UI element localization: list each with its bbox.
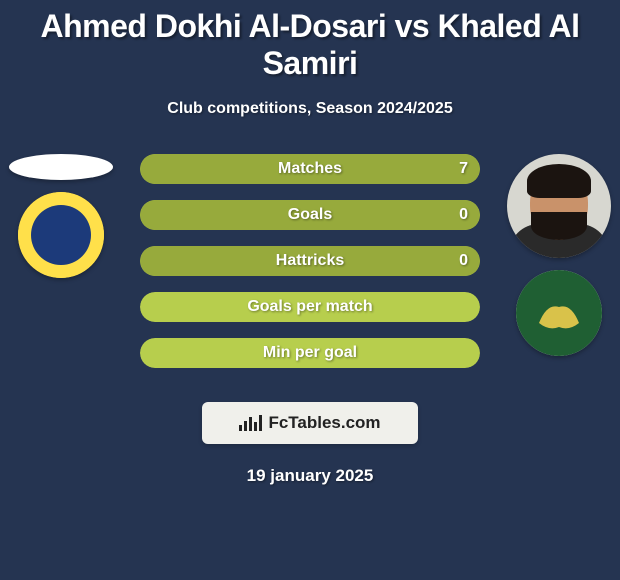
stat-bar-value: 0 xyxy=(459,206,468,224)
stat-bar: Min per goal xyxy=(140,338,480,368)
stat-bar: Hattricks 0 xyxy=(140,246,480,276)
bars-icon xyxy=(239,415,262,431)
player-avatar-right xyxy=(507,154,611,258)
stat-bar-label: Matches xyxy=(278,160,342,178)
logo-text: FcTables.com xyxy=(268,413,380,433)
club-badge-right xyxy=(516,270,602,356)
subtitle: Club competitions, Season 2024/2025 xyxy=(0,100,620,118)
stat-bar: Goals 0 xyxy=(140,200,480,230)
player-avatar-left xyxy=(9,154,113,180)
comparison-card: Ahmed Dokhi Al-Dosari vs Khaled Al Samir… xyxy=(0,0,620,580)
right-player-column xyxy=(504,154,614,356)
left-player-column xyxy=(6,154,116,278)
stat-bar-label: Hattricks xyxy=(276,252,344,270)
stat-bar-value: 0 xyxy=(459,252,468,270)
club-badge-left xyxy=(18,192,104,278)
content-area: Matches 7 Goals 0 Hattricks 0 Goals per match M… xyxy=(0,154,620,384)
stat-bar: Matches 7 xyxy=(140,154,480,184)
stat-bar-label: Min per goal xyxy=(263,344,357,362)
al-nassr-badge-icon xyxy=(18,192,104,278)
fctables-logo: FcTables.com xyxy=(202,402,418,444)
date-label: 19 january 2025 xyxy=(0,466,620,486)
stat-bar-label: Goals xyxy=(288,206,332,224)
page-title: Ahmed Dokhi Al-Dosari vs Khaled Al Samir… xyxy=(0,0,620,82)
stat-bar-label: Goals per match xyxy=(247,298,372,316)
al-khaleej-badge-icon xyxy=(516,270,602,356)
stat-bar: Goals per match xyxy=(140,292,480,322)
stat-bars: Matches 7 Goals 0 Hattricks 0 Goals per match M… xyxy=(140,154,480,368)
stat-bar-value: 7 xyxy=(459,160,468,178)
